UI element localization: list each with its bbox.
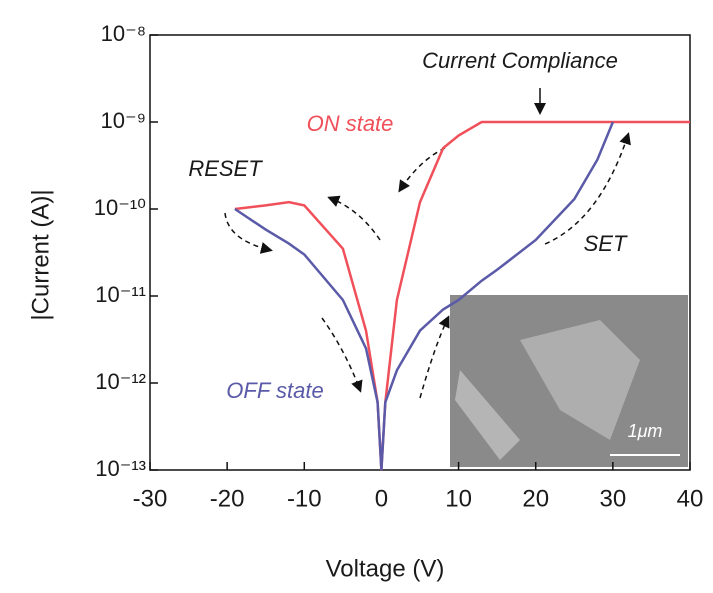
y-tick-label: 10⁻¹² xyxy=(95,369,146,394)
series-label: OFF state xyxy=(226,378,323,403)
scale-label: 1μm xyxy=(628,421,663,441)
y-axis-label: |Current (A)| xyxy=(27,189,54,320)
series-label: ON state xyxy=(307,111,394,136)
x-tick-label: 0 xyxy=(375,485,388,512)
y-tick-label: 10⁻⁸ xyxy=(101,21,146,46)
annotation: RESET xyxy=(188,156,263,181)
y-tick-label: 10⁻¹³ xyxy=(95,456,146,481)
x-tick-label: 40 xyxy=(677,485,704,512)
x-axis-label: Voltage (V) xyxy=(326,555,445,582)
x-tick-label: 20 xyxy=(522,485,549,512)
annotation: SET xyxy=(584,231,628,256)
chart: 1μm Current Compliance RESET SET Voltage… xyxy=(0,0,713,593)
x-tick-label: -20 xyxy=(210,485,245,512)
y-tick-label: 10⁻⁹ xyxy=(100,108,146,133)
x-tick-label: -10 xyxy=(287,485,322,512)
y-tick-label: 10⁻¹¹ xyxy=(95,282,146,307)
annotation: Current Compliance xyxy=(422,48,618,73)
y-tick-label: 10⁻¹⁰ xyxy=(94,195,146,220)
x-tick-label: 30 xyxy=(600,485,627,512)
x-tick-label: 10 xyxy=(445,485,472,512)
x-tick-label: -30 xyxy=(133,485,168,512)
